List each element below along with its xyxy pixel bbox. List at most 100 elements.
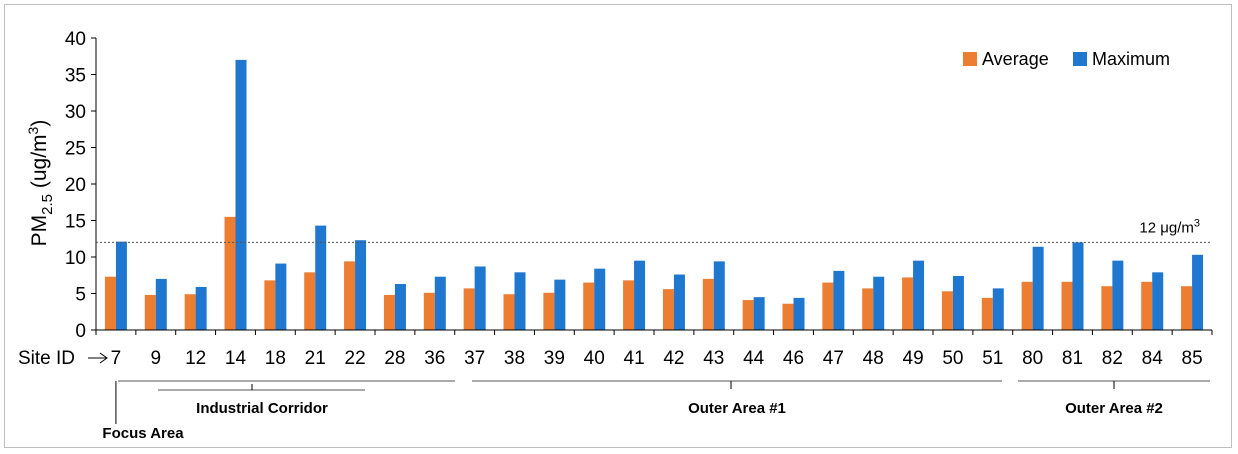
x-tick-label: 49 bbox=[903, 348, 924, 369]
bar-maximum-site-46 bbox=[793, 297, 805, 330]
bar-average-site-82 bbox=[1101, 286, 1113, 330]
x-tick-label: 50 bbox=[942, 348, 963, 369]
y-tick-label: 0 bbox=[75, 321, 86, 342]
x-tick-label: 7 bbox=[111, 348, 122, 369]
x-tick-label: 28 bbox=[384, 348, 405, 369]
bar-maximum-site-84 bbox=[1152, 272, 1164, 330]
y-tick-label: 35 bbox=[65, 66, 86, 87]
x-tick-label: 9 bbox=[150, 348, 161, 369]
legend-swatch-maximum bbox=[1073, 52, 1087, 66]
bar-maximum-site-80 bbox=[1032, 246, 1044, 330]
x-tick-label: 18 bbox=[265, 348, 286, 369]
bar-maximum-site-41 bbox=[634, 260, 646, 330]
bar-average-site-21 bbox=[304, 272, 316, 330]
bar-maximum-site-7 bbox=[115, 241, 127, 330]
bar-average-site-39 bbox=[543, 292, 555, 330]
x-tick-label: 84 bbox=[1142, 348, 1164, 369]
x-tick-label: 39 bbox=[544, 348, 565, 369]
bar-average-site-81 bbox=[1061, 281, 1073, 330]
bar-average-site-43 bbox=[702, 278, 714, 330]
bar-average-site-49 bbox=[902, 277, 914, 330]
x-tick-label: 51 bbox=[982, 348, 1003, 369]
bar-maximum-site-50 bbox=[952, 275, 964, 330]
bars bbox=[104, 59, 1204, 331]
x-tick-label: 47 bbox=[823, 348, 844, 369]
bar-maximum-site-22 bbox=[355, 240, 367, 330]
x-tick-label: 38 bbox=[504, 348, 525, 369]
bar-maximum-site-39 bbox=[554, 279, 566, 330]
x-tick-label: 48 bbox=[863, 348, 884, 369]
y-axis-label: PM2.5 (ug/m3) bbox=[25, 120, 56, 247]
bar-maximum-site-37 bbox=[474, 266, 486, 330]
bar-average-site-41 bbox=[623, 280, 635, 330]
bar-average-site-48 bbox=[862, 288, 874, 330]
bar-maximum-site-12 bbox=[195, 286, 207, 330]
y-tick-label: 20 bbox=[65, 175, 86, 196]
legend: Average Maximum bbox=[963, 49, 1170, 69]
x-tick-label: 40 bbox=[584, 348, 605, 369]
bar-maximum-site-9 bbox=[155, 278, 167, 330]
x-tick-label: 22 bbox=[345, 348, 366, 369]
group-label-focus-area: Focus Area bbox=[102, 425, 184, 442]
site-groups: Focus Area Industrial Corridor Outer Area … bbox=[102, 380, 1210, 442]
x-axis-prefix: Site ID bbox=[18, 348, 75, 369]
bar-maximum-site-14 bbox=[235, 59, 247, 331]
x-tick-label: 82 bbox=[1102, 348, 1123, 369]
x-tick-label: 81 bbox=[1062, 348, 1083, 369]
bar-average-site-80 bbox=[1021, 281, 1033, 330]
bar-maximum-site-49 bbox=[913, 260, 925, 330]
group-label-outer-area-2: Outer Area #2 bbox=[1065, 400, 1163, 417]
group-label-outer-area-1: Outer Area #1 bbox=[688, 400, 786, 417]
x-tick-label: 36 bbox=[424, 348, 445, 369]
bar-maximum-site-48 bbox=[873, 276, 885, 330]
chart-frame bbox=[4, 4, 1232, 448]
bar-maximum-site-51 bbox=[992, 288, 1004, 330]
x-tick-label: 14 bbox=[225, 348, 247, 369]
y-tick-label: 15 bbox=[65, 212, 86, 233]
bar-average-site-42 bbox=[662, 289, 674, 330]
y-tick-label: 25 bbox=[65, 139, 86, 160]
bar-maximum-site-82 bbox=[1112, 260, 1124, 330]
bar-average-site-85 bbox=[1181, 286, 1193, 330]
x-axis-arrow-head bbox=[99, 352, 108, 364]
legend-label-maximum: Maximum bbox=[1092, 49, 1170, 69]
x-tick-label: 41 bbox=[624, 348, 645, 369]
x-tick-label: 12 bbox=[185, 348, 206, 369]
bar-average-site-14 bbox=[224, 216, 236, 330]
bar-maximum-site-36 bbox=[434, 276, 446, 330]
legend-swatch-average bbox=[963, 52, 977, 66]
x-tick-label: 80 bbox=[1022, 348, 1043, 369]
bar-average-site-47 bbox=[822, 282, 834, 330]
x-tick-label: 21 bbox=[305, 348, 326, 369]
bar-average-site-51 bbox=[981, 297, 993, 330]
bar-maximum-site-38 bbox=[514, 272, 526, 330]
bar-average-site-22 bbox=[344, 261, 356, 330]
x-tick-label: 43 bbox=[703, 348, 724, 369]
bar-average-site-44 bbox=[742, 300, 754, 330]
x-tick-label: 42 bbox=[663, 348, 684, 369]
bar-average-site-12 bbox=[184, 294, 196, 330]
bar-average-site-50 bbox=[941, 291, 953, 330]
bar-maximum-site-42 bbox=[673, 274, 685, 330]
reference-line-label: 12 μg/m3 bbox=[1139, 217, 1200, 236]
bar-average-site-37 bbox=[463, 288, 475, 330]
bar-maximum-site-85 bbox=[1192, 254, 1204, 330]
bar-maximum-site-47 bbox=[833, 270, 845, 330]
x-tick-label: 85 bbox=[1182, 348, 1203, 369]
x-axis: Site ID 7 9 12 14 18 21 22 28 36 37 38 39 40 41 42 43 44 4… bbox=[18, 329, 1213, 369]
bar-average-site-40 bbox=[583, 282, 595, 330]
bar-maximum-site-18 bbox=[275, 263, 287, 330]
x-tick-label: 37 bbox=[464, 348, 485, 369]
group-label-industrial-corridor: Industrial Corridor bbox=[196, 400, 328, 417]
bar-maximum-site-40 bbox=[594, 268, 606, 330]
bar-average-site-28 bbox=[383, 294, 395, 330]
y-tick-label: 30 bbox=[65, 102, 86, 123]
x-tick-label: 44 bbox=[743, 348, 765, 369]
bar-maximum-site-28 bbox=[394, 284, 406, 330]
bar-average-site-7 bbox=[104, 276, 116, 330]
x-tick-label: 46 bbox=[783, 348, 804, 369]
y-tick-label: 5 bbox=[75, 285, 86, 306]
y-tick-label: 40 bbox=[65, 29, 86, 50]
bar-average-site-38 bbox=[503, 294, 515, 330]
